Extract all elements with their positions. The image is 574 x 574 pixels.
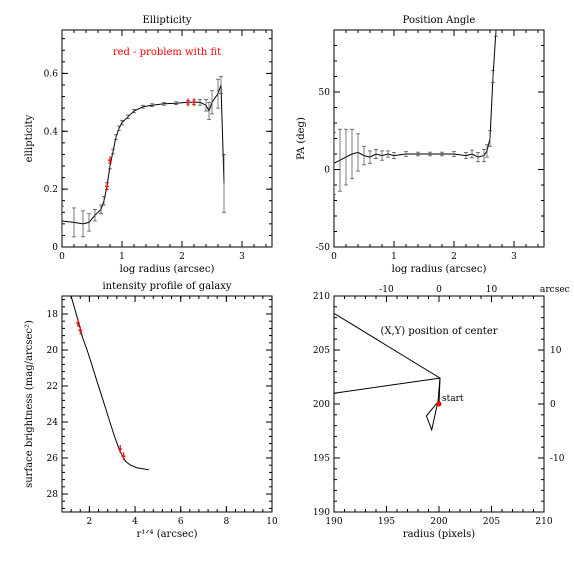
x-tick-label: 2 — [87, 517, 93, 527]
y-tick-label: 205 — [313, 346, 330, 356]
start-point-label: start — [442, 394, 464, 404]
center-position-panel: 190 195 200 205 210 190 195 200 205 210 radius (pi… — [313, 285, 570, 540]
y-tick-label: 200 — [313, 400, 330, 410]
right-tick-label: -10 — [550, 454, 565, 464]
chart-title: intensity profile of galaxy — [102, 281, 231, 292]
plot-frame — [333, 29, 545, 248]
y-axis-label: surface brightness (mag/arcsec²) — [24, 320, 35, 488]
y-tick-label: 20 — [47, 346, 59, 356]
x-tick-label: 3 — [239, 252, 245, 262]
y-tick-label: 210 — [313, 292, 330, 302]
y-axis-label: PA (deg) — [296, 117, 307, 160]
fit-warning-note: red - problem with fit — [113, 47, 221, 58]
x-tick-label: 8 — [223, 517, 229, 527]
plot-frame — [61, 295, 273, 513]
x-tick-label: 1 — [391, 252, 397, 262]
top-tick-label: 10 — [486, 285, 498, 295]
top-tick-label: 0 — [436, 285, 442, 295]
y-tick-label: 0 — [324, 166, 330, 176]
x-tick-label: 6 — [178, 517, 184, 527]
plot-area — [334, 312, 442, 432]
x-axis-label: log radius (arcsec) — [392, 264, 487, 275]
x-tick-label: 0 — [331, 252, 337, 262]
x-tick-label: 200 — [430, 517, 447, 527]
chart-title: Ellipticity — [143, 15, 192, 26]
plot-area — [334, 30, 498, 195]
y-tick-label: 28 — [47, 490, 59, 500]
series-line — [334, 30, 497, 164]
x-tick-label: 210 — [535, 517, 552, 527]
y-axis-label: ellipticity — [24, 114, 35, 162]
x-axis-label: r¹ᐟ⁴ (arcsec) — [136, 529, 197, 540]
top-axis-label: arcsec — [540, 285, 570, 295]
y-tick-label: 0.2 — [44, 185, 58, 195]
x-tick-label: 0 — [59, 252, 65, 262]
x-tick-label: 190 — [325, 517, 342, 527]
y-tick-label: 190 — [313, 508, 330, 518]
y-tick-label: 18 — [47, 310, 59, 320]
y-tick-label: 50 — [319, 88, 331, 98]
y-tick-label: 0 — [52, 243, 58, 253]
start-point-marker — [436, 401, 442, 407]
y-tick-label: 195 — [313, 454, 330, 464]
plot-area — [62, 75, 226, 238]
series-line — [62, 84, 225, 225]
chart-title: Position Angle — [403, 15, 476, 26]
y-tick-label: 0.6 — [44, 69, 59, 79]
right-tick-label: 0 — [550, 400, 556, 410]
y-tick-label: 26 — [47, 454, 59, 464]
plot-frame — [61, 29, 273, 248]
y-tick-label: -50 — [316, 243, 331, 253]
x-tick-label: 195 — [378, 517, 395, 527]
x-tick-label: 3 — [511, 252, 517, 262]
right-tick-label: 10 — [550, 346, 562, 356]
x-tick-label: 2 — [451, 252, 457, 262]
series-line-secondary — [334, 377, 441, 405]
y-tick-label: 0.4 — [44, 127, 59, 137]
x-tick-label: 1 — [119, 252, 125, 262]
x-axis-label: radius (pixels) — [403, 529, 475, 540]
ellipticity-panel: 0 1 2 3 0 0.2 0.4 0.6 Ellipticity log radius (arc… — [24, 15, 273, 275]
top-tick-label: -10 — [379, 285, 394, 295]
x-tick-label: 2 — [179, 252, 185, 262]
x-tick-label: 10 — [266, 517, 278, 527]
center-position-note: (X,Y) position of center — [380, 326, 497, 337]
y-tick-label: 24 — [47, 418, 59, 428]
plot-area — [70, 296, 149, 471]
x-tick-label: 4 — [132, 517, 138, 527]
series-line — [70, 296, 149, 471]
y-tick-label: 22 — [47, 382, 58, 392]
x-tick-label: 205 — [483, 517, 500, 527]
x-axis-label: log radius (arcsec) — [120, 264, 215, 275]
